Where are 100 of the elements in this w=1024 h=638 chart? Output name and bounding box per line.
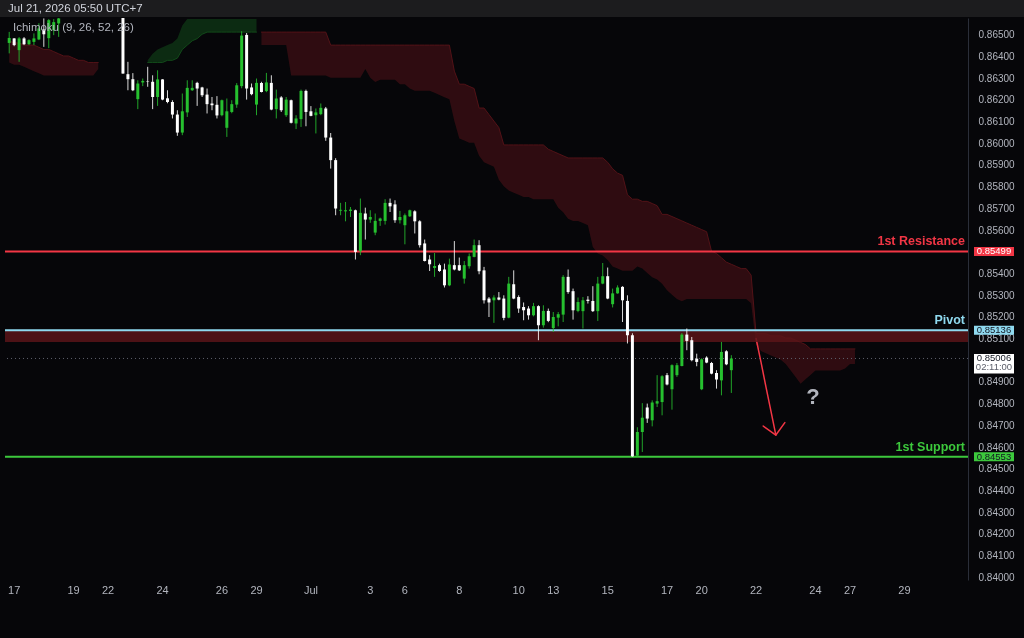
y-tick-label: 0.85900	[978, 159, 1016, 171]
ref-line-label: 1st Support	[895, 439, 966, 454]
y-tick-label: 0.85600	[978, 224, 1016, 236]
candlestick	[393, 199, 397, 224]
candlestick	[640, 402, 644, 453]
y-tick-label: 0.84100	[978, 550, 1016, 562]
x-tick-label: Jul	[303, 583, 318, 596]
chart-title: Jul 21, 2026 05:50 UTC+7	[8, 2, 143, 14]
text: 0.84553	[976, 450, 1012, 462]
candlestick	[344, 201, 348, 222]
candlestick	[685, 328, 689, 351]
x-tick-label: 22	[102, 583, 115, 596]
candlestick	[156, 69, 160, 107]
x-tick-label: 6	[401, 583, 408, 596]
candlestick	[502, 294, 506, 321]
candlestick	[621, 285, 625, 323]
line-series	[147, 31, 258, 63]
candlestick	[645, 403, 649, 424]
candlestick	[462, 260, 466, 285]
candlestick	[175, 109, 179, 137]
candlestick	[235, 82, 239, 109]
candlestick	[215, 95, 219, 119]
y-tick-label: 0.85200	[978, 311, 1016, 323]
candlestick	[363, 207, 367, 241]
candlestick	[264, 72, 268, 93]
y-tick-label: 0.85800	[978, 181, 1016, 193]
y-tick-label: 0.84800	[978, 398, 1016, 410]
candlestick	[606, 267, 610, 300]
candlestick	[126, 61, 130, 91]
x-tick-label: 24	[156, 583, 169, 596]
candlestick	[591, 285, 595, 313]
candlestick	[314, 107, 318, 134]
candlestick	[146, 66, 150, 88]
candlestick	[492, 294, 496, 324]
y-tick-label: 0.85700	[978, 202, 1016, 214]
candlestick	[581, 296, 585, 330]
candlestick	[304, 89, 308, 127]
candlestick	[635, 426, 639, 458]
candlestick	[170, 99, 174, 119]
candlestick	[452, 240, 456, 271]
x-tick-label: 27	[843, 583, 857, 596]
x-tick-label: 24	[809, 583, 822, 596]
y-tick-label: 0.86400	[978, 50, 1016, 62]
text: 0.85006	[976, 352, 1012, 364]
candlestick	[373, 213, 377, 236]
y-tick-label: 0.86200	[978, 94, 1016, 106]
candlestick	[383, 198, 387, 226]
text: 0.85136	[976, 324, 1012, 336]
candlestick	[442, 263, 446, 288]
candlestick	[195, 81, 199, 107]
y-tick-label: 0.84500	[978, 463, 1016, 475]
y-tick-label: 0.84600	[978, 441, 1016, 453]
candlestick	[205, 88, 209, 114]
x-tick-label: 17	[8, 583, 21, 596]
candlestick	[536, 304, 540, 341]
candlestick	[403, 213, 407, 245]
candlestick	[447, 258, 451, 287]
candlestick	[225, 98, 229, 138]
candlestick	[433, 252, 437, 278]
y-tick-label: 0.84400	[978, 484, 1016, 496]
x-tick-label: 29	[898, 583, 911, 596]
y-tick-label: 0.86300	[978, 72, 1016, 84]
x-tick-label: 10	[512, 583, 525, 596]
y-tick-label: 0.86500	[978, 29, 1016, 41]
y-tick-label: 0.84300	[978, 506, 1016, 518]
candlestick	[255, 78, 259, 116]
candlestick	[413, 209, 417, 234]
x-tick-label: 19	[67, 583, 80, 596]
y-tick-label: 0.86000	[978, 137, 1016, 149]
candlestick	[497, 291, 501, 301]
candlestick	[136, 79, 140, 110]
candlestick	[714, 369, 718, 390]
candlestick	[571, 288, 575, 321]
y-tick-label: 0.84200	[978, 528, 1016, 540]
candlestick	[418, 219, 422, 249]
candlestick	[398, 210, 402, 224]
candlestick	[650, 399, 654, 427]
x-tick-label: 17	[660, 583, 674, 596]
candlestick	[131, 72, 135, 92]
candlestick	[729, 354, 733, 394]
candlestick	[690, 336, 694, 362]
ref-line-label: 1st Resistance	[877, 234, 966, 249]
candlestick	[551, 311, 555, 333]
candlestick	[339, 202, 343, 216]
candlestick	[566, 268, 570, 295]
y-tick-label: 0.84700	[978, 419, 1016, 431]
y-tick-label: 0.84000	[978, 571, 1016, 583]
candlestick	[210, 96, 214, 111]
candlestick	[655, 374, 659, 408]
candlestick	[284, 96, 288, 118]
y-tick-label: 0.84900	[978, 376, 1016, 388]
x-tick-label: 3	[367, 583, 374, 596]
y-tick-label: 0.86100	[978, 116, 1016, 128]
x-tick-label: 13	[547, 583, 560, 596]
x-tick-label: 26	[215, 583, 229, 596]
candlestick	[329, 132, 333, 170]
candlestick	[151, 74, 155, 110]
y-tick-label: 0.85400	[978, 267, 1016, 279]
candlestick	[309, 105, 313, 117]
candlestick	[611, 288, 615, 308]
